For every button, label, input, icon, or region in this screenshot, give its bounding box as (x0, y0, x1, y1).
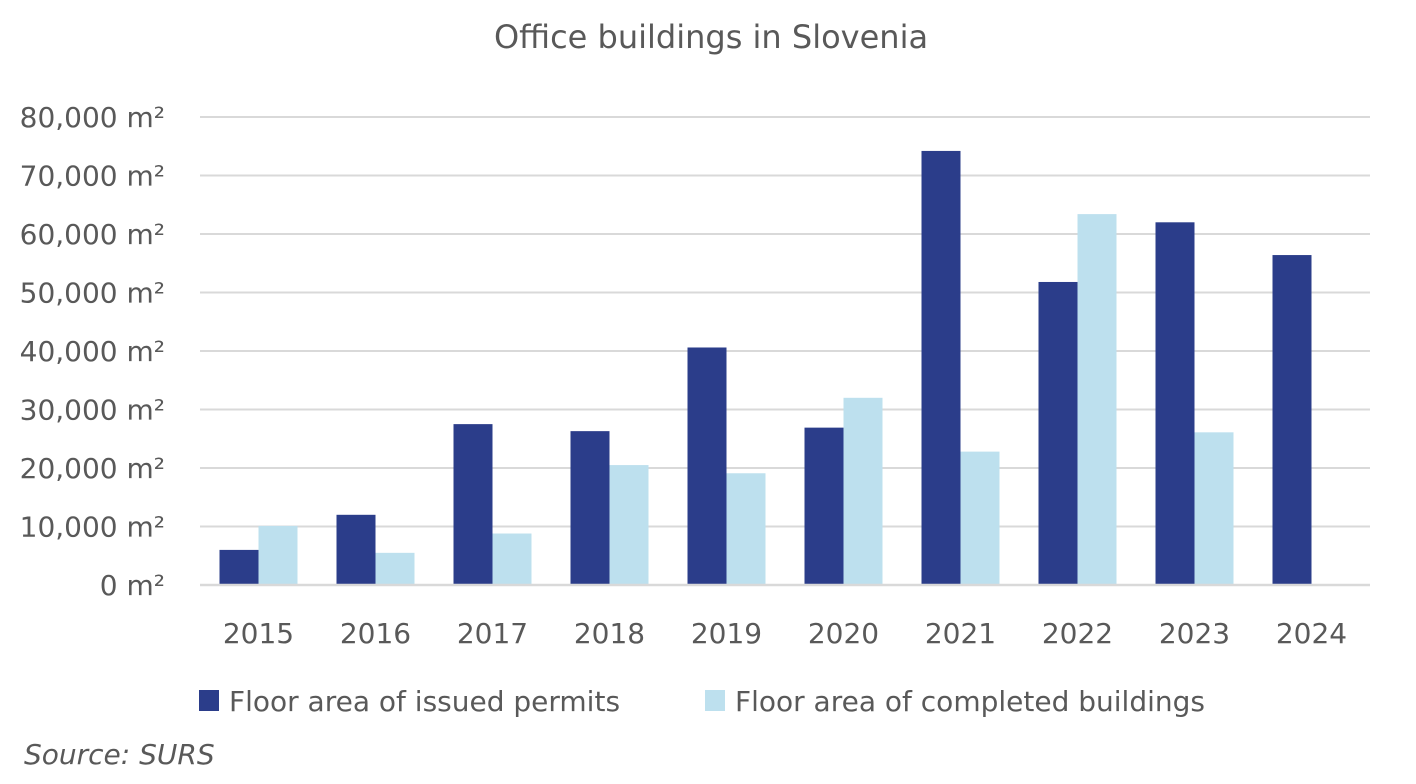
x-tick-label: 2020 (808, 617, 879, 650)
x-tick-label: 2016 (340, 617, 411, 650)
bar-permits-2015 (219, 549, 259, 585)
y-tick-label: 50,000 m² (20, 277, 165, 310)
bar-permits-2016 (336, 514, 376, 585)
bar-completed-2016 (375, 552, 415, 585)
bar-permits-2021 (921, 150, 961, 585)
legend: Floor area of issued permits Floor area o… (199, 685, 1205, 718)
x-tick-label: 2024 (1276, 617, 1347, 650)
legend-label-permits: Floor area of issued permits (229, 685, 620, 718)
bar-permits-2022 (1038, 281, 1078, 585)
x-axis: 2015 2016 2017 2018 2019 2020 2021 2022 2023 2024 (200, 583, 1370, 650)
bar-completed-2018 (609, 465, 649, 585)
x-tick-label: 2015 (223, 617, 294, 650)
bar-permits-2018 (570, 431, 610, 585)
x-tick-label: 2021 (925, 617, 996, 650)
legend-swatch-completed (705, 690, 725, 711)
bar-completed-2019 (726, 473, 766, 585)
y-tick-label: 70,000 m² (20, 160, 165, 193)
bars (219, 150, 1312, 586)
legend-label-completed: Floor area of completed buildings (735, 685, 1205, 718)
y-tick-label: 60,000 m² (20, 218, 165, 251)
bar-permits-2019 (687, 347, 727, 585)
bar-permits-2024 (1272, 255, 1312, 585)
y-tick-label: 20,000 m² (20, 452, 165, 485)
bar-completed-2015 (258, 525, 298, 585)
gridlines (200, 116, 1370, 528)
y-tick-label: 10,000 m² (20, 511, 165, 544)
y-axis: 0 m² 10,000 m² 20,000 m² 30,000 m² 40,000 m²… (20, 101, 165, 602)
legend-swatch-permits (199, 690, 219, 711)
bar-permits-2020 (804, 427, 844, 585)
x-tick-label: 2022 (1042, 617, 1113, 650)
bar-completed-2022 (1077, 214, 1117, 586)
x-tick-label: 2017 (457, 617, 528, 650)
bar-completed-2017 (492, 533, 532, 585)
bar-permits-2017 (453, 424, 493, 585)
bar-completed-2020 (843, 397, 883, 585)
x-tick-label: 2023 (1159, 617, 1230, 650)
y-tick-label: 40,000 m² (20, 335, 165, 368)
bar-permits-2023 (1155, 222, 1195, 586)
chart-title: Office buildings in Slovenia (494, 18, 928, 56)
x-tick-label: 2019 (691, 617, 762, 650)
y-tick-label: 0 m² (100, 569, 165, 602)
source-note: Source: SURS (24, 738, 215, 771)
bar-completed-2023 (1194, 432, 1234, 585)
bar-completed-2021 (960, 451, 1000, 585)
y-tick-label: 30,000 m² (20, 394, 165, 427)
y-tick-label: 80,000 m² (20, 101, 165, 134)
x-tick-label: 2018 (574, 617, 645, 650)
